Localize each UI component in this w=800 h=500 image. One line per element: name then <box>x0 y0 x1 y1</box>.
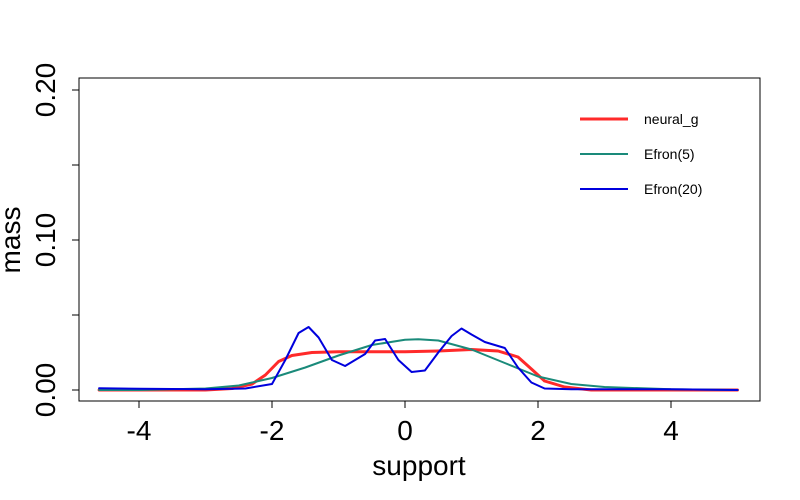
y-axis: 0.00 0.10 0.20 <box>30 63 80 418</box>
y-tick-label: 0.20 <box>30 63 61 118</box>
legend-label-neural-g: neural_g <box>644 111 699 127</box>
x-tick-label: 4 <box>663 415 679 446</box>
series-line-efron-5 <box>98 338 739 391</box>
series-layer <box>97 326 739 392</box>
x-axis: -4 -2 0 2 4 <box>127 400 679 446</box>
legend-label-efron-5: Efron(5) <box>644 146 695 162</box>
x-tick-label: 2 <box>530 415 546 446</box>
x-tick-label: -4 <box>127 415 152 446</box>
legend: neural_g Efron(5) Efron(20) <box>580 111 702 197</box>
y-axis-title: mass <box>0 207 26 274</box>
series-line-neural-g <box>97 348 739 392</box>
legend-label-efron-20: Efron(20) <box>644 181 702 197</box>
y-tick-label: 0.10 <box>30 213 61 268</box>
series-line-efron-20 <box>98 326 739 391</box>
x-tick-label: -2 <box>260 415 285 446</box>
x-axis-title: support <box>372 450 466 481</box>
y-tick-label: 0.00 <box>30 363 61 418</box>
x-tick-label: 0 <box>397 415 413 446</box>
